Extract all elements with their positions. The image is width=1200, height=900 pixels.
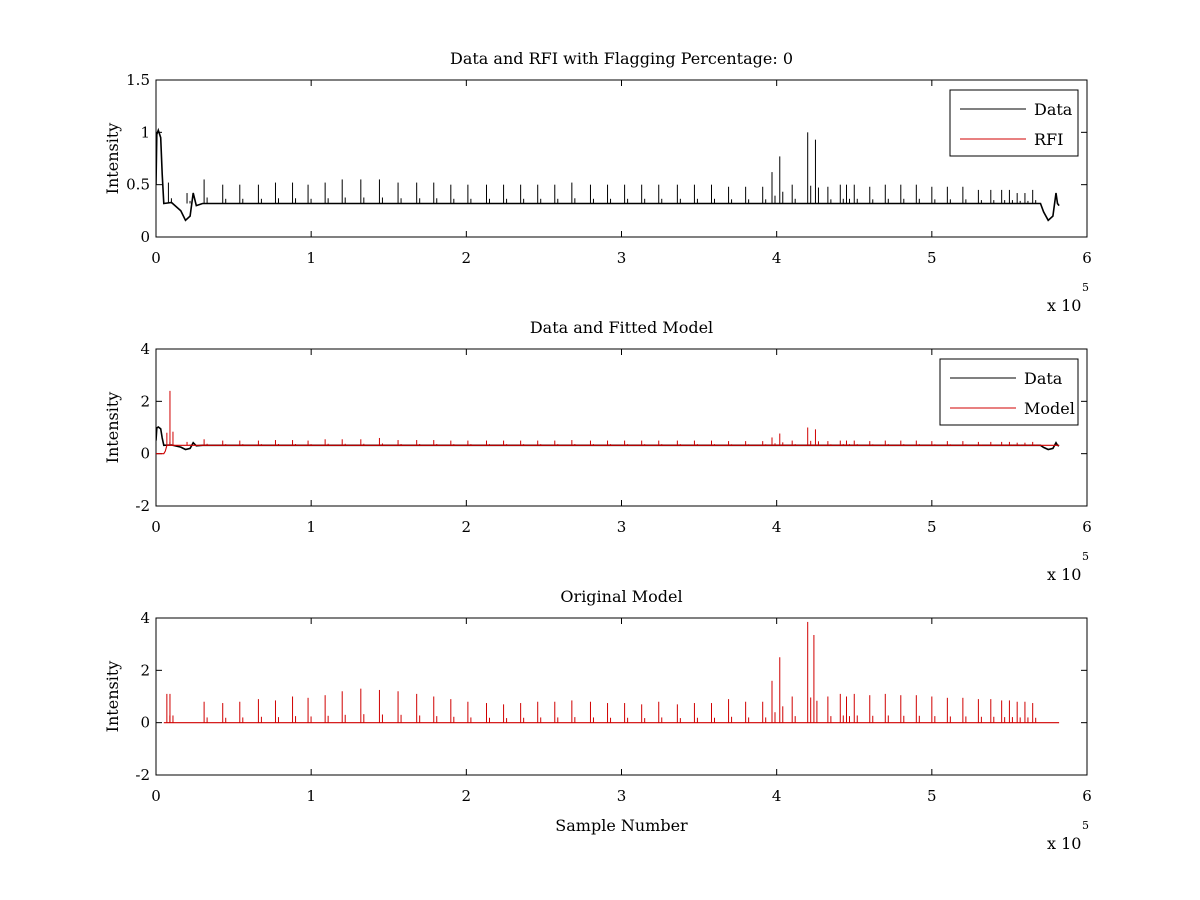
x-tick-label: 1 (306, 787, 316, 805)
subplot-title: Data and RFI with Flagging Percentage: 0 (450, 49, 793, 68)
x-tick-label: 4 (772, 249, 782, 267)
legend-box (939, 358, 1079, 426)
plot-area (163, 621, 1060, 724)
x-exponent-power: 5 (1082, 281, 1089, 294)
y-tick-label: -2 (135, 497, 150, 515)
x-tick-label: 2 (462, 787, 472, 805)
x-exponent-label: x 10 (1047, 565, 1081, 584)
subplot-title: Original Model (560, 587, 682, 606)
legend-box (949, 89, 1079, 157)
y-axis-label: Intensity (103, 661, 122, 733)
x-tick-label: 0 (151, 787, 161, 805)
x-tick-label: 0 (151, 249, 161, 267)
series-line-data (156, 127, 1060, 222)
legend: Data RFI (949, 89, 1079, 157)
x-tick-label: 5 (927, 787, 937, 805)
legend-entry-rfi: RFI (1034, 130, 1063, 149)
x-tick-label: 5 (927, 518, 937, 536)
y-tick-label: 0.5 (126, 176, 150, 194)
x-exponent-power: 5 (1082, 550, 1089, 563)
y-tick-label: 4 (140, 340, 150, 358)
subplots: 0 1 2 3 4 5 6 0 0.5 1 1.5 Data and RFI with Flaggin… (103, 49, 1092, 853)
x-tick-label: 4 (772, 787, 782, 805)
x-exponent-label: x 10 (1047, 296, 1081, 315)
x-axis-label: Sample Number (555, 816, 688, 835)
plot-area (156, 390, 1060, 455)
legend: Data Model (939, 358, 1079, 426)
axes-box (155, 79, 1088, 238)
plot-area (156, 127, 1060, 222)
x-tick-label: 3 (617, 249, 627, 267)
legend-entry-data: Data (1034, 100, 1073, 119)
x-tick-label: 6 (1082, 249, 1092, 267)
series-line-model (156, 444, 1060, 455)
y-tick-label: 1.5 (126, 71, 150, 89)
y-axis-label: Intensity (103, 123, 122, 195)
subplot-title: Data and Fitted Model (530, 318, 713, 337)
x-tick-label: 0 (151, 518, 161, 536)
y-axis-label: Intensity (103, 392, 122, 464)
y-tick-label: 2 (140, 392, 150, 410)
y-tick-label: 0 (140, 228, 150, 246)
x-tick-label: 6 (1082, 518, 1092, 536)
x-tick-label: 5 (927, 249, 937, 267)
x-tick-label: 2 (462, 518, 472, 536)
y-tick-label: 2 (140, 661, 150, 679)
x-tick-label: 4 (772, 518, 782, 536)
legend-entry-model: Model (1024, 399, 1075, 418)
x-tick-label: 2 (462, 249, 472, 267)
axes-box (155, 348, 1088, 507)
x-tick-label: 1 (306, 518, 316, 536)
y-tick-label: -2 (135, 766, 150, 784)
y-tick-label: 4 (140, 609, 150, 627)
x-exponent-label: x 10 (1047, 834, 1081, 853)
x-exponent-power: 5 (1082, 819, 1089, 832)
legend-entry-data: Data (1024, 369, 1063, 388)
x-tick-label: 6 (1082, 787, 1092, 805)
x-tick-label: 3 (617, 518, 627, 536)
subplot-1: 0 1 2 3 4 5 6 0 0.5 1 1.5 Data and RFI with Flaggin… (103, 49, 1092, 315)
x-tick-label: 3 (617, 787, 627, 805)
y-tick-label: 1 (140, 123, 150, 141)
x-tick-label: 1 (306, 249, 316, 267)
y-tick-label: 0 (140, 714, 150, 732)
axes-box (155, 617, 1088, 776)
y-tick-label: 0 (140, 445, 150, 463)
